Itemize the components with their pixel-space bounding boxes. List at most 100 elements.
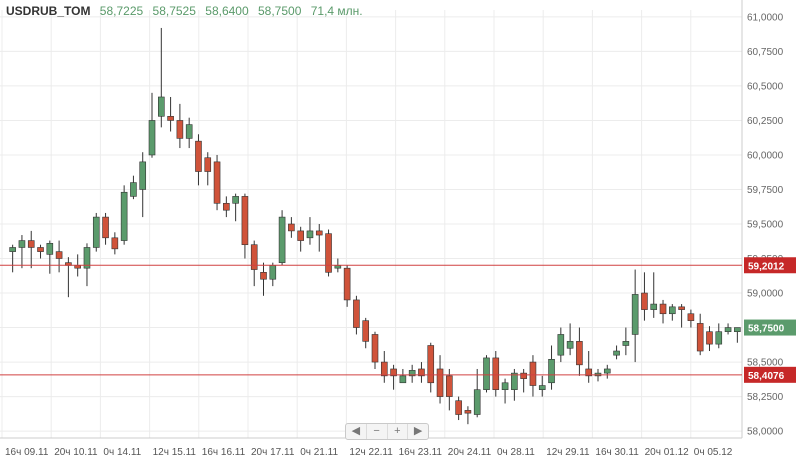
x-tick-label: 12ч 29.11 <box>546 447 590 458</box>
candle-body <box>371 334 379 363</box>
candle <box>260 262 267 296</box>
candle <box>585 351 592 383</box>
y-tick-label: 59,7500 <box>747 185 784 196</box>
zoom-in-button[interactable]: + <box>388 424 409 439</box>
candle-body <box>288 223 295 232</box>
candle-body <box>446 375 453 397</box>
candle <box>659 299 667 324</box>
candle-body <box>724 327 732 332</box>
candle-body <box>669 306 676 315</box>
scroll-right-button[interactable]: ▶ <box>413 425 423 437</box>
candle <box>520 368 527 393</box>
candle <box>455 396 462 421</box>
candle <box>167 96 174 132</box>
volume-value: 71,4 млн. <box>310 4 363 18</box>
candle <box>306 217 314 245</box>
candle-body <box>576 341 583 366</box>
scroll-left-button[interactable]: ◀ <box>346 424 367 439</box>
candle <box>102 212 109 245</box>
candle <box>380 351 388 383</box>
candle-body <box>241 196 249 246</box>
candle-body <box>102 216 109 239</box>
candle <box>613 345 620 360</box>
candle <box>678 304 685 328</box>
candle <box>631 269 639 363</box>
y-tick-label: 59,5000 <box>747 220 784 231</box>
candle <box>111 232 119 255</box>
candle-body <box>390 368 397 377</box>
candle-body <box>511 372 518 390</box>
x-tick-label: 20ч 24.11 <box>448 447 492 458</box>
candle <box>278 210 286 266</box>
candle <box>371 331 379 369</box>
candle-body <box>83 247 91 269</box>
candle <box>139 152 147 218</box>
candle-body <box>501 382 509 390</box>
candle <box>622 327 630 356</box>
high-value: 58,7525 <box>152 4 196 18</box>
candle <box>195 134 202 186</box>
candle <box>603 364 611 379</box>
candle-body <box>269 265 277 280</box>
candle-body <box>139 161 147 190</box>
candle <box>669 304 676 321</box>
candle-body <box>473 389 481 415</box>
candle-body <box>520 372 527 379</box>
candle-body <box>436 368 444 397</box>
candle-body <box>297 230 304 241</box>
candle-body <box>55 251 63 259</box>
candle-body <box>455 400 462 415</box>
candle-body <box>678 306 685 310</box>
candle <box>706 326 713 352</box>
candle-body <box>557 334 565 356</box>
candle <box>297 226 304 252</box>
candle <box>130 175 137 200</box>
candle-body <box>325 233 332 273</box>
y-tick-label: 60,0000 <box>747 150 784 161</box>
candle-body <box>334 265 342 269</box>
candle <box>343 265 351 307</box>
close-value: 58,7500 <box>258 4 302 18</box>
candle <box>641 272 648 321</box>
candle-body <box>427 345 435 384</box>
candle <box>483 355 490 393</box>
candle <box>9 244 16 273</box>
candle-body <box>158 96 165 117</box>
x-tick-label: 12ч 22.11 <box>349 447 393 458</box>
candle <box>241 193 249 259</box>
candle-body <box>659 303 667 315</box>
candle-body <box>641 292 648 310</box>
candle <box>92 212 100 252</box>
candle <box>492 351 500 397</box>
candle-body <box>260 272 267 280</box>
x-tick-label: 0ч 05.12 <box>694 447 733 458</box>
candle <box>288 217 295 238</box>
candle <box>27 230 35 269</box>
candle <box>213 154 221 211</box>
candle-body <box>111 237 119 250</box>
candle-body <box>650 303 658 310</box>
y-tick-label: 58,2500 <box>747 392 784 403</box>
candle <box>185 117 193 149</box>
zoom-out-button[interactable]: − <box>367 424 388 439</box>
candle-body <box>92 216 100 248</box>
candle <box>176 103 184 149</box>
candle <box>83 243 91 287</box>
x-tick-label: 16ч 09.11 <box>5 447 49 458</box>
candle-body <box>529 361 537 386</box>
x-tick-label: 16ч 23.11 <box>399 447 443 458</box>
candle-body <box>343 267 351 301</box>
y-tick-label: 60,5000 <box>747 81 784 92</box>
chart-navigator: ◀ − + ▶ <box>345 423 429 440</box>
candle-body <box>734 327 741 332</box>
candle <box>724 323 732 335</box>
last-price-box <box>744 319 796 336</box>
candle <box>436 355 444 404</box>
y-tick-label: 60,7500 <box>747 47 784 58</box>
candle <box>158 27 165 128</box>
candle-body <box>548 359 555 384</box>
candle-body <box>167 116 174 121</box>
level-price-box <box>744 366 796 383</box>
